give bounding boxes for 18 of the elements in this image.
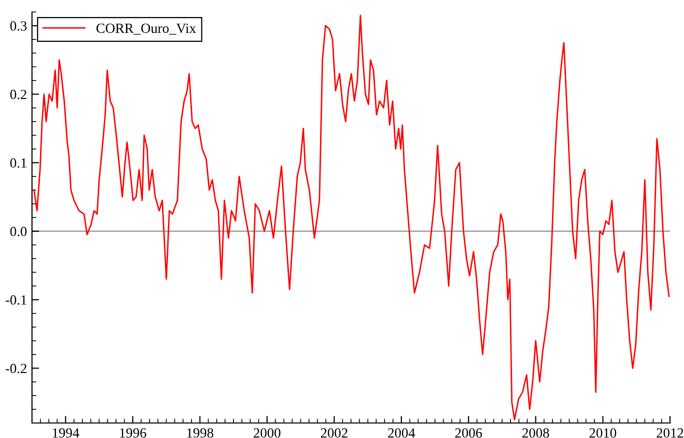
y-tick-label: -0.1 xyxy=(6,295,26,305)
x-tick-label: 2002 xyxy=(320,428,348,438)
x-tick-label: 1998 xyxy=(187,428,214,438)
line-series xyxy=(33,14,670,420)
x-tick-label: 2010 xyxy=(590,428,616,438)
y-tick-label: 0.1 xyxy=(10,158,26,168)
x-tick-label: 2000 xyxy=(254,428,280,438)
y-tick-label: -0.2 xyxy=(6,364,26,374)
x-tick-label: 2006 xyxy=(455,428,482,438)
x-tick-label: 2008 xyxy=(522,428,550,438)
x-tick-label: 2012 xyxy=(656,428,684,438)
y-tick-label: 0.3 xyxy=(10,21,27,31)
y-tick-label: 0.0 xyxy=(10,226,27,236)
legend-label: CORR_Ouro_Vix xyxy=(96,24,196,35)
y-tick-label: 0.2 xyxy=(10,90,26,100)
x-tick-label: 1994 xyxy=(52,428,80,438)
x-tick-label: 2004 xyxy=(388,428,416,438)
x-tick-label: 1996 xyxy=(120,428,146,438)
